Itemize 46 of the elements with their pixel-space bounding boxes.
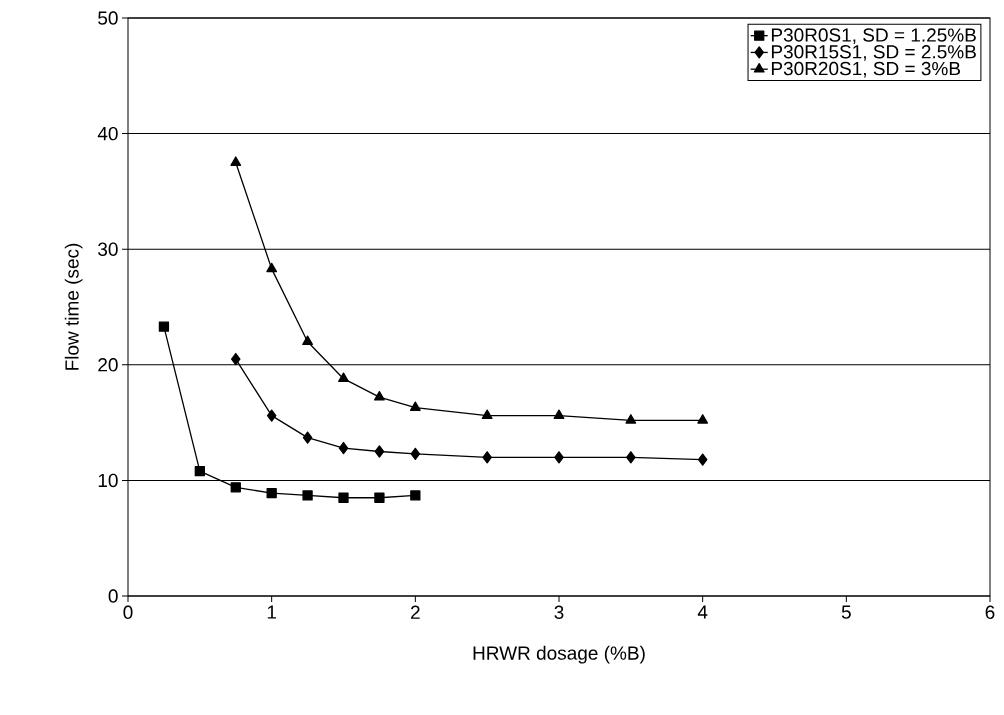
x-tick-label: 4 (697, 605, 708, 619)
y-tick-label: 30 (98, 242, 118, 256)
point (302, 431, 313, 444)
point (481, 409, 493, 420)
point (554, 451, 564, 464)
y-tick-label: 40 (97, 126, 118, 141)
point (374, 492, 385, 503)
y-tick-label: 50 (98, 11, 118, 25)
x-tick-label: 5 (841, 605, 851, 619)
point (625, 414, 637, 424)
y-tick-label: 0 (108, 589, 118, 603)
y-tick-label: 10 (98, 473, 118, 488)
x-tick-label: 3 (554, 605, 564, 619)
point (230, 352, 241, 366)
point (374, 391, 385, 401)
point (302, 490, 313, 501)
point (410, 490, 421, 501)
point (266, 409, 277, 422)
point (409, 401, 421, 411)
point (374, 445, 385, 458)
x-tick-label: 1 (267, 605, 277, 619)
point (230, 156, 242, 166)
legend-label: P30R15S1, SD = 2.5%B (771, 45, 976, 61)
y-tick-label: 20 (98, 358, 118, 372)
point (338, 372, 349, 383)
x-tick-label: 6 (985, 605, 995, 619)
point (266, 262, 278, 273)
y-axis-title: Flow time (sec) (64, 243, 83, 370)
point (158, 321, 170, 332)
point (230, 482, 241, 493)
point (553, 409, 565, 420)
point (266, 487, 277, 499)
point (626, 451, 636, 464)
legend-label: P30R0S1, SD = 1.25%B (771, 28, 976, 44)
point (194, 466, 205, 477)
point (697, 453, 708, 466)
point (482, 451, 492, 464)
point (302, 335, 313, 346)
point (338, 492, 349, 503)
x-tick-label: 2 (411, 605, 420, 619)
point (410, 447, 421, 460)
x-axis-title: HRWR dosage (%B) (473, 645, 645, 664)
legend-label: P30R20S1, SD = 3%B (771, 61, 961, 78)
x-tick-label: 0 (123, 605, 133, 619)
point (338, 441, 349, 455)
point (697, 414, 709, 424)
